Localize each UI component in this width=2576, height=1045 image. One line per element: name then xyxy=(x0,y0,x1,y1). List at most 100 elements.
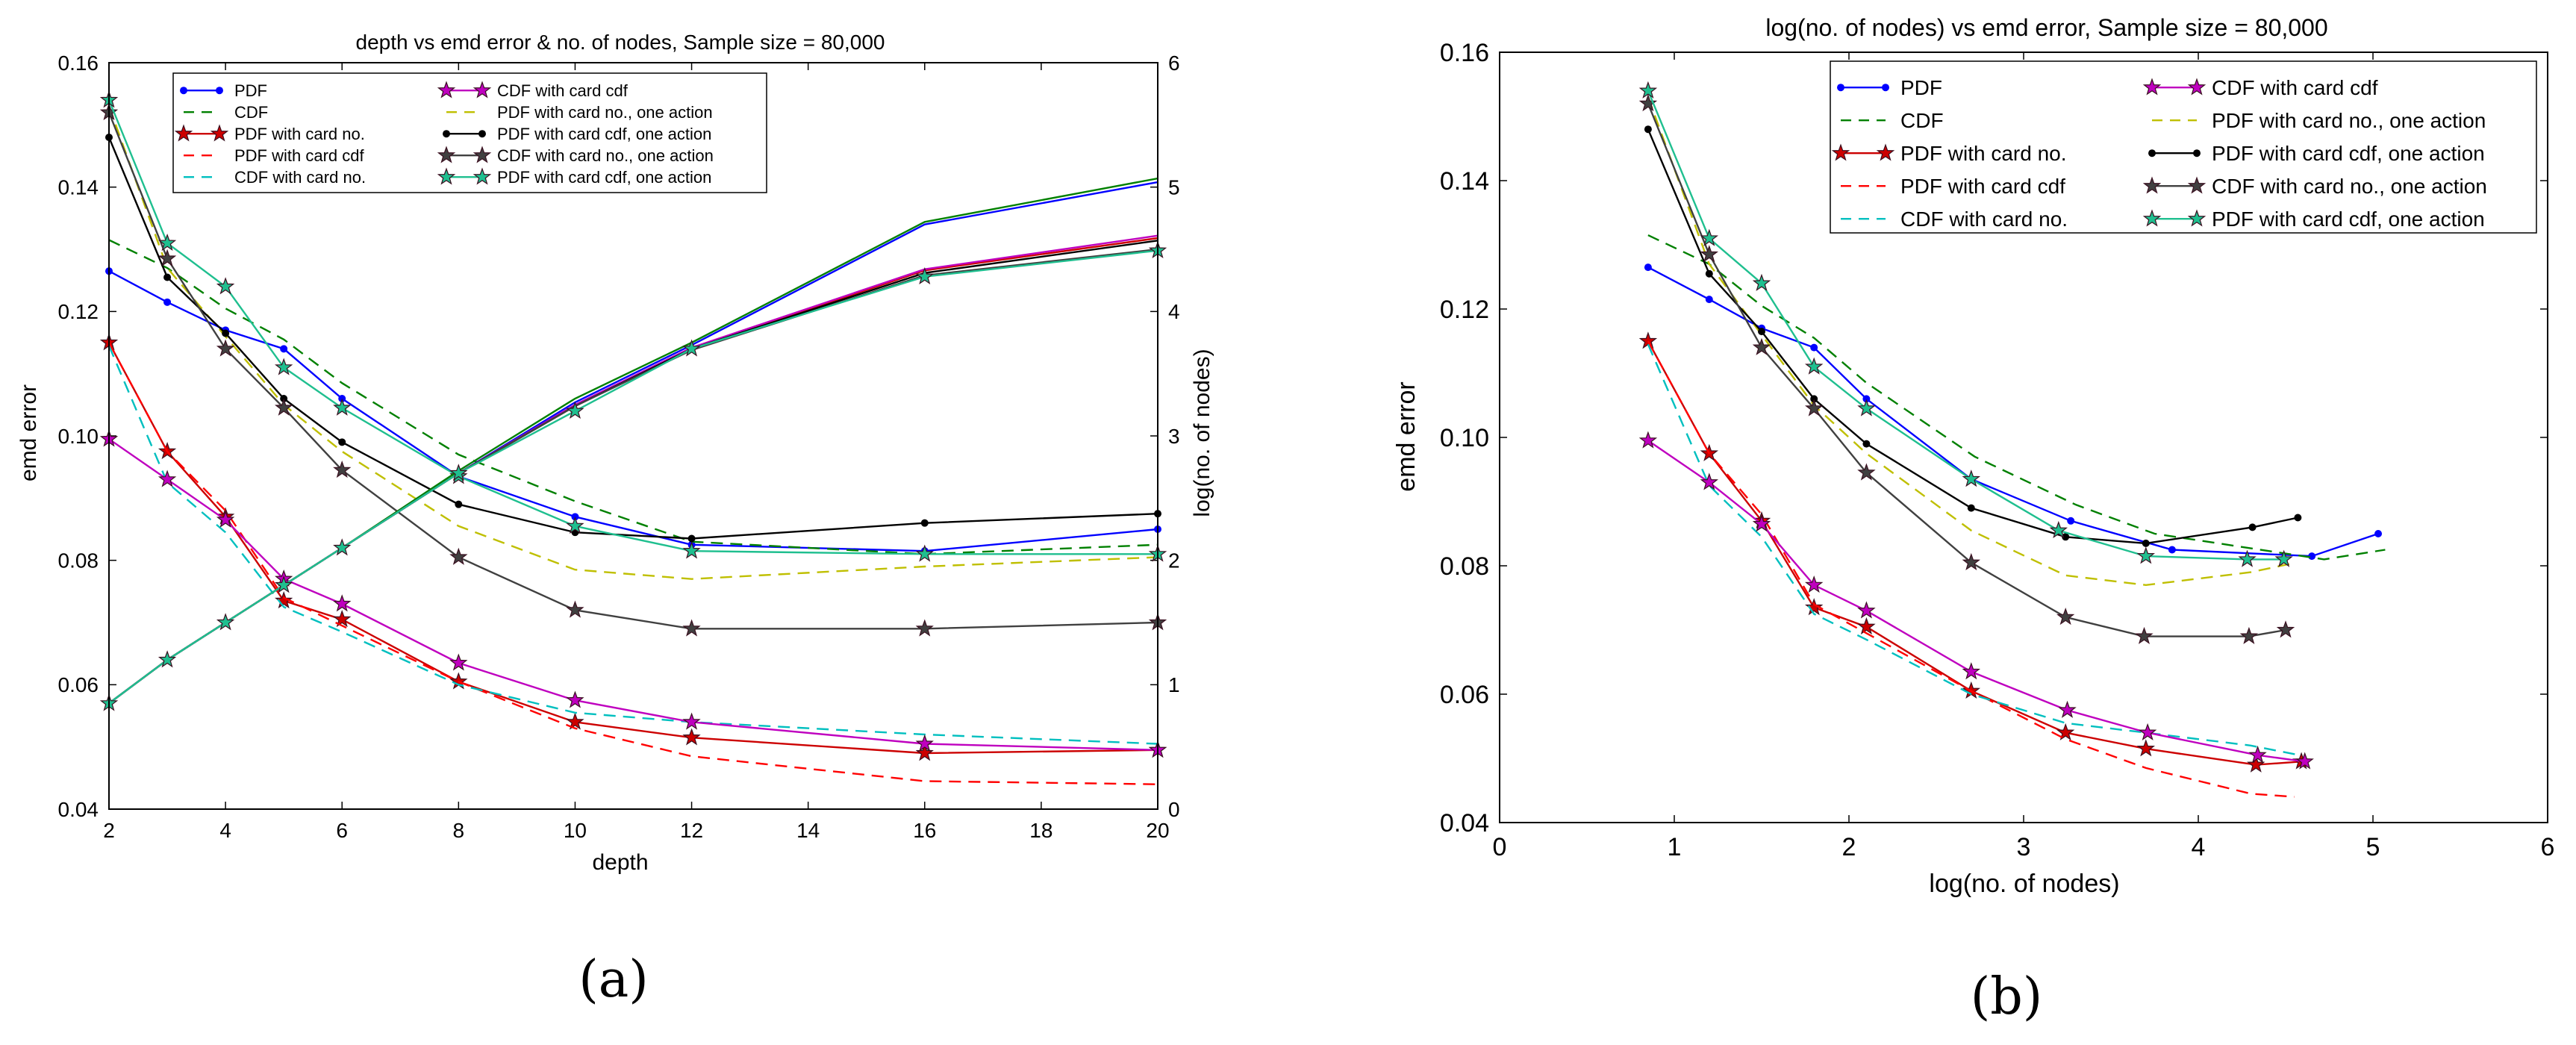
legend-marker xyxy=(437,81,456,99)
series-b-point xyxy=(2295,752,2314,770)
series-a-line xyxy=(109,342,1158,755)
nodes-series-point xyxy=(158,650,177,668)
legend-item: PDF with card no. xyxy=(1831,142,2067,165)
series-b-point xyxy=(1857,463,1876,481)
legend-marker xyxy=(174,124,193,142)
series-b-line xyxy=(1647,340,2302,766)
legend-marker xyxy=(2187,209,2207,227)
series-b-point xyxy=(1752,273,1771,291)
x-tick-label: 2 xyxy=(103,819,115,842)
series-b-line xyxy=(1647,340,2295,798)
series-b-point xyxy=(2136,739,2155,757)
y-right-tick-label: 1 xyxy=(1168,673,1180,696)
legend-a: PDF CDF PDF with card no. PDF with card cdf… xyxy=(172,72,767,193)
y-axis-label-a: emd error xyxy=(16,384,41,481)
series-b-point xyxy=(1857,601,1876,619)
series-b-point xyxy=(1857,617,1876,635)
y-tick-label: 0.14 xyxy=(58,175,99,199)
legend-item: PDF with card cdf, one action xyxy=(2142,208,2485,231)
series-b-point xyxy=(1752,514,1771,532)
x-tick-label: 12 xyxy=(680,819,703,842)
series-b-point xyxy=(1752,337,1771,355)
series-a-point xyxy=(682,728,701,746)
series-b-point xyxy=(1638,81,1658,99)
y-tick-label: 0.06 xyxy=(1440,681,1489,709)
nodes-series-point xyxy=(915,266,934,285)
series-a-point xyxy=(275,591,293,609)
series-a-point xyxy=(333,594,352,612)
legend-label: CDF with card no., one action xyxy=(497,146,714,165)
series-a-point xyxy=(275,398,293,416)
x-tick-label: 3 xyxy=(2017,833,2031,861)
series-a-point xyxy=(566,712,584,730)
legend-item: PDF with card cdf xyxy=(184,146,364,165)
legend-label: PDF with card cdf xyxy=(1900,175,2065,198)
y-tick-label: 0.08 xyxy=(1440,552,1489,581)
legend-item: CDF with card no. xyxy=(1841,208,2068,231)
plot-frame-b xyxy=(1499,52,2548,823)
nodes-series-point xyxy=(333,538,352,556)
series-b-point xyxy=(2062,533,2070,541)
legend-label: PDF with card cdf, one action xyxy=(497,125,711,143)
nodes-series-point xyxy=(275,575,293,593)
series-b-point xyxy=(1857,399,1876,417)
legend-marker xyxy=(437,146,456,163)
series-b-point xyxy=(1810,395,1818,403)
legend-marker xyxy=(2142,209,2162,227)
plot-frame-a xyxy=(108,62,1158,810)
series-b-point xyxy=(2136,546,2155,564)
series-b-point xyxy=(2049,520,2068,539)
series-b-point xyxy=(1805,598,1824,616)
legend-marker xyxy=(443,130,450,138)
series-b-point xyxy=(1862,395,1871,403)
series-a-point xyxy=(566,517,584,534)
series-a-point xyxy=(566,600,584,618)
chart-panel-b: log(no. of nodes) vs emd error, Sample s… xyxy=(1392,14,2554,1026)
series-b-line xyxy=(1647,103,2286,637)
legend-marker xyxy=(473,167,492,185)
x-tick-label: 18 xyxy=(1029,819,1052,842)
series-a-point xyxy=(455,500,463,508)
series-b-point xyxy=(1705,296,1713,304)
legend-item: CDF xyxy=(184,103,268,122)
chart-title-a: depth vs emd error & no. of nodes, Sampl… xyxy=(356,31,885,54)
legend-marker xyxy=(2142,78,2162,96)
series-a-point xyxy=(682,712,701,730)
legend-label: PDF xyxy=(234,81,267,100)
series-b-point xyxy=(2238,549,2257,567)
legend-marker xyxy=(180,87,187,95)
legend-item: CDF with card cdf xyxy=(437,81,629,100)
legend-item: PDF xyxy=(1837,76,1942,99)
series-a-point xyxy=(158,470,177,487)
nodes-series-line xyxy=(109,248,1158,705)
series-b-point xyxy=(1805,399,1824,417)
legend-marker xyxy=(437,167,456,185)
series-b-point xyxy=(1862,440,1871,448)
series-a-point xyxy=(449,653,468,671)
legend-marker xyxy=(478,130,486,138)
series-a-point xyxy=(682,541,701,559)
series-a-line xyxy=(109,345,1158,745)
y-right-tick-label: 4 xyxy=(1168,300,1180,323)
plot-area-a: 2 4 6 8 10 12 14 16 18 200.040.060.080.100.120.14… xyxy=(58,52,1180,842)
series-a-line xyxy=(109,137,1158,540)
legend-marker xyxy=(1837,84,1844,92)
y-tick-label: 0.06 xyxy=(58,673,99,696)
series-a-point xyxy=(338,438,346,446)
x-tick-label: 2 xyxy=(1842,833,1856,861)
legend-item: PDF with card cdf, one action xyxy=(437,167,711,187)
series-b-point xyxy=(1644,263,1652,272)
y-tick-label: 0.10 xyxy=(58,425,99,448)
legend-item: PDF with card cdf xyxy=(1841,175,2065,198)
x-tick-label: 8 xyxy=(453,819,465,842)
legend-label: PDF with card no. xyxy=(1900,142,2067,165)
series-a-point xyxy=(163,298,172,306)
series-a-point xyxy=(682,619,701,637)
series-b-point xyxy=(1700,245,1718,263)
y-right-tick-label: 6 xyxy=(1168,52,1180,75)
legend-label: CDF with card cdf xyxy=(497,81,629,100)
series-a-point xyxy=(915,734,934,752)
legend-marker xyxy=(2148,149,2156,157)
series-a-point xyxy=(449,547,468,565)
y-right-tick-label: 5 xyxy=(1168,175,1180,199)
